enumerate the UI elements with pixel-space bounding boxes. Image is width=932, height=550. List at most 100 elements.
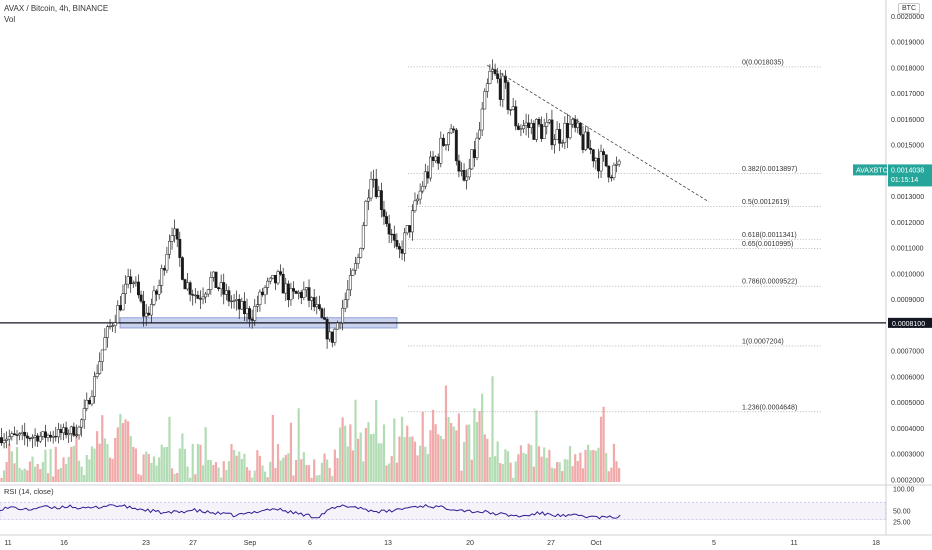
volume-bar: [558, 462, 561, 482]
volume-bar: [127, 421, 130, 482]
volume-bar: [336, 458, 339, 482]
candle-body: [506, 82, 510, 110]
candle-body: [175, 228, 179, 240]
volume-bar: [155, 465, 158, 482]
candle-body: [542, 126, 546, 139]
candle-body: [617, 160, 621, 165]
candle-body: [488, 71, 492, 84]
volume-bar: [375, 399, 378, 482]
candle-body: [369, 179, 373, 199]
volume-label[interactable]: Vol: [4, 15, 16, 24]
volume-bar: [238, 451, 241, 482]
candle-body: [74, 434, 78, 436]
candle-body: [429, 156, 432, 179]
candle-body: [271, 274, 275, 279]
volume-bar: [83, 474, 86, 482]
volume-bar: [481, 393, 484, 482]
rsi-band: [0, 501, 887, 521]
candle-body: [496, 73, 500, 80]
candle-body: [470, 149, 474, 170]
candle-body: [333, 328, 337, 343]
price-tick-label: 0.0017000: [891, 91, 924, 98]
candle-body: [31, 437, 34, 439]
candle-body: [255, 304, 259, 307]
candle-body: [599, 151, 603, 172]
candle-body: [341, 307, 345, 324]
rsi-title[interactable]: RSI (14, close): [4, 487, 54, 496]
candle-body: [330, 331, 334, 343]
volume-bar: [618, 467, 621, 482]
volume-bar: [119, 413, 122, 482]
volume-bar: [509, 462, 512, 482]
volume-bar: [103, 438, 106, 482]
candle-body: [43, 431, 47, 438]
volume-bar: [310, 477, 313, 482]
volume-bar: [530, 445, 533, 482]
volume-bar: [395, 462, 398, 482]
volume-bar: [13, 463, 16, 482]
volume-bar: [579, 452, 582, 482]
candle-body: [354, 263, 357, 271]
currency-badge[interactable]: BTC: [898, 3, 920, 14]
candle-body: [183, 279, 187, 290]
volume-bar: [400, 416, 404, 482]
volume-bar: [41, 462, 44, 482]
candle-body: [379, 190, 383, 211]
volume-bar: [207, 459, 210, 482]
volume-bar: [165, 446, 168, 482]
volume-bar: [5, 461, 8, 482]
price-tick-label: 0.0010000: [891, 271, 924, 278]
volume-bar: [367, 422, 370, 482]
volume-bar: [10, 451, 13, 482]
price-tick-label: 0.0016000: [891, 117, 924, 124]
candle-body: [501, 75, 505, 100]
volume-bar: [403, 437, 406, 482]
volume-bar: [39, 469, 42, 482]
price-tick-label: 0.0005000: [891, 400, 924, 407]
volume-bar: [26, 470, 29, 482]
volume-bar: [390, 456, 393, 482]
fib-level-label: 0.65(0.0010995): [742, 241, 793, 248]
candle-body: [343, 299, 347, 309]
fibonacci-retracement[interactable]: 0(0.0018035) 0.382(0.0013897) 0.5(0.001261…: [408, 59, 822, 413]
volume-bar: [553, 468, 556, 482]
volume-bar: [496, 441, 499, 482]
candle-body: [534, 118, 538, 140]
volume-bar: [21, 469, 24, 482]
volume-bar: [346, 446, 349, 482]
volume-bar: [452, 426, 455, 482]
candle-body: [555, 129, 559, 140]
volume-bar: [57, 469, 60, 482]
trendline[interactable]: [487, 64, 710, 203]
volume-bar: [388, 463, 391, 482]
volume-bar: [307, 465, 311, 482]
symbol-title[interactable]: AVAX / Bitcoin, 4h, BINANCE: [4, 4, 109, 13]
volume-bar: [230, 444, 233, 482]
volume-bar: [313, 459, 316, 482]
volume-bar: [292, 475, 295, 482]
volume-bar: [287, 453, 290, 482]
volume-bar: [320, 462, 324, 482]
candle-body: [317, 304, 321, 310]
candle-body: [568, 123, 572, 139]
price-axis[interactable]: 0.0020000 0.0019000 0.0018000 0.0017000 0.00…: [891, 14, 924, 485]
candle-body: [209, 277, 213, 290]
candle-body: [294, 291, 298, 294]
candle-body: [199, 298, 202, 300]
volume-bar: [599, 416, 603, 482]
volume-bar: [98, 443, 101, 482]
price-pane[interactable]: [0, 0, 886, 485]
fib-level-label: 0(0.0018035): [742, 59, 784, 66]
candle-body: [219, 282, 223, 290]
candle-body: [441, 137, 445, 146]
candle-body: [54, 435, 58, 438]
candle-body: [385, 216, 388, 225]
volume-bar: [566, 459, 569, 482]
volume-bar: [540, 456, 543, 482]
candle-body: [511, 106, 515, 110]
candle-body: [591, 149, 595, 162]
candle-body: [162, 268, 166, 271]
time-axis[interactable]: 11 16 23 27 Sep 6 13 20 27 Oct 5 11 18: [4, 540, 880, 547]
volume-bar: [243, 453, 246, 482]
